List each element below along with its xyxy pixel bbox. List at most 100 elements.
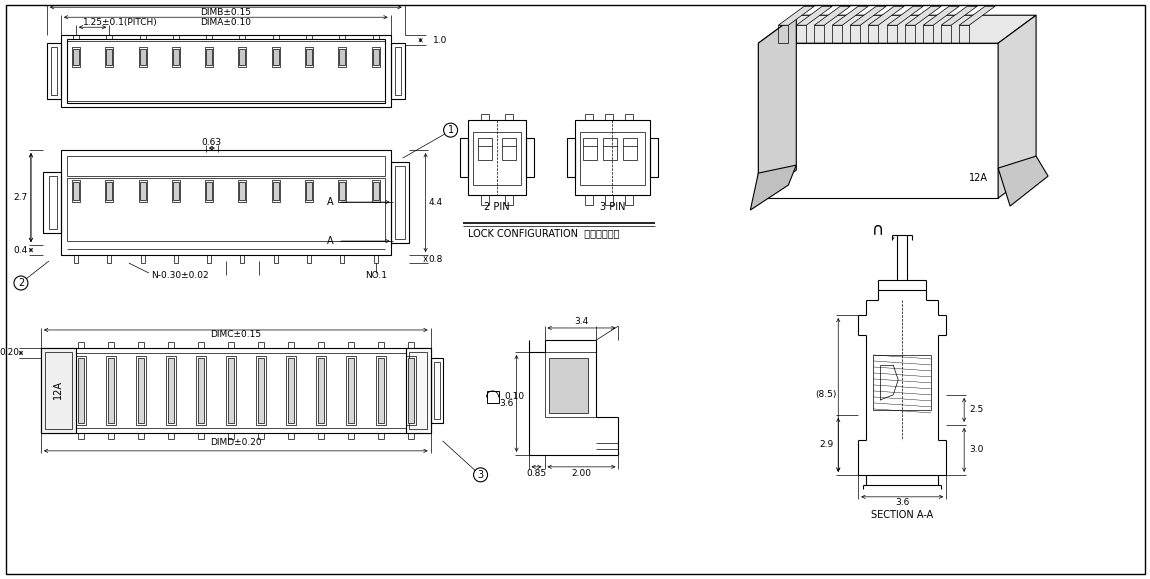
Bar: [198, 358, 204, 423]
Circle shape: [14, 276, 28, 290]
Bar: [106, 49, 113, 65]
Bar: [140, 255, 145, 263]
Text: 2 PIN: 2 PIN: [484, 202, 509, 212]
Text: 2.9: 2.9: [819, 441, 834, 449]
Bar: [306, 49, 312, 65]
Bar: [47, 43, 61, 99]
Bar: [501, 138, 515, 160]
Bar: [408, 352, 427, 429]
Bar: [46, 353, 426, 428]
Bar: [305, 180, 313, 202]
Text: 0.85: 0.85: [527, 470, 546, 478]
Bar: [567, 138, 575, 177]
Bar: [258, 358, 263, 423]
Bar: [575, 120, 651, 195]
Bar: [196, 356, 206, 425]
Text: NO.1: NO.1: [365, 270, 386, 280]
Polygon shape: [959, 6, 995, 25]
Text: 2.00: 2.00: [572, 470, 591, 478]
Polygon shape: [998, 15, 1036, 198]
Bar: [67, 178, 384, 241]
Bar: [460, 138, 468, 177]
Bar: [481, 114, 489, 120]
Bar: [45, 352, 72, 429]
Text: 1.0: 1.0: [432, 36, 447, 45]
Bar: [371, 47, 380, 67]
Bar: [549, 358, 589, 413]
Bar: [49, 176, 56, 229]
Text: (8.5): (8.5): [815, 390, 837, 400]
Bar: [138, 180, 146, 202]
Bar: [581, 132, 645, 185]
Bar: [340, 255, 344, 263]
Bar: [78, 358, 84, 423]
Bar: [373, 49, 378, 65]
Bar: [868, 25, 879, 43]
Bar: [585, 195, 593, 205]
Bar: [905, 25, 915, 43]
Text: 1: 1: [447, 125, 453, 135]
Bar: [168, 358, 174, 423]
Text: SECTION A-A: SECTION A-A: [872, 510, 934, 520]
Text: 4.4: 4.4: [429, 198, 443, 207]
Bar: [505, 114, 513, 120]
Bar: [605, 114, 613, 120]
Text: A: A: [328, 197, 334, 207]
Bar: [205, 180, 213, 202]
Bar: [105, 180, 113, 202]
Bar: [171, 180, 179, 202]
Text: 3.0: 3.0: [969, 445, 983, 455]
Bar: [61, 35, 391, 107]
Bar: [941, 25, 951, 43]
Polygon shape: [758, 15, 1036, 43]
Bar: [271, 180, 279, 202]
Text: DIMC±0.15: DIMC±0.15: [210, 331, 261, 339]
Polygon shape: [796, 6, 833, 25]
Bar: [873, 355, 932, 410]
Bar: [373, 182, 378, 200]
Bar: [106, 182, 113, 200]
Bar: [468, 120, 526, 195]
Bar: [481, 195, 489, 205]
Polygon shape: [941, 6, 978, 25]
Bar: [544, 352, 597, 417]
Bar: [371, 180, 380, 202]
Bar: [41, 348, 430, 433]
Text: DIMA±0.10: DIMA±0.10: [200, 18, 252, 27]
Bar: [238, 180, 246, 202]
Bar: [206, 49, 212, 65]
Bar: [174, 255, 178, 263]
Polygon shape: [833, 6, 868, 25]
Bar: [585, 114, 593, 120]
Text: 2: 2: [17, 278, 24, 288]
Text: 2.5: 2.5: [969, 405, 983, 415]
Bar: [583, 138, 598, 160]
Bar: [139, 49, 146, 65]
Bar: [833, 25, 842, 43]
Polygon shape: [814, 6, 850, 25]
Bar: [887, 25, 897, 43]
Polygon shape: [779, 6, 814, 25]
Text: 3.6: 3.6: [895, 499, 910, 507]
Bar: [338, 180, 346, 202]
Bar: [239, 182, 245, 200]
Bar: [346, 356, 355, 425]
Bar: [307, 255, 310, 263]
Bar: [166, 356, 176, 425]
Polygon shape: [998, 156, 1048, 206]
Text: 12A: 12A: [53, 380, 63, 400]
Bar: [317, 358, 323, 423]
Bar: [273, 182, 278, 200]
Bar: [285, 356, 296, 425]
Text: 3 PIN: 3 PIN: [599, 202, 626, 212]
Bar: [106, 356, 116, 425]
Bar: [376, 356, 385, 425]
Text: 0.8: 0.8: [429, 255, 443, 263]
Polygon shape: [750, 165, 796, 210]
Bar: [430, 358, 443, 423]
Bar: [391, 43, 405, 99]
Bar: [394, 166, 405, 239]
Bar: [239, 49, 245, 65]
Bar: [339, 49, 345, 65]
Text: 12A: 12A: [968, 173, 988, 183]
